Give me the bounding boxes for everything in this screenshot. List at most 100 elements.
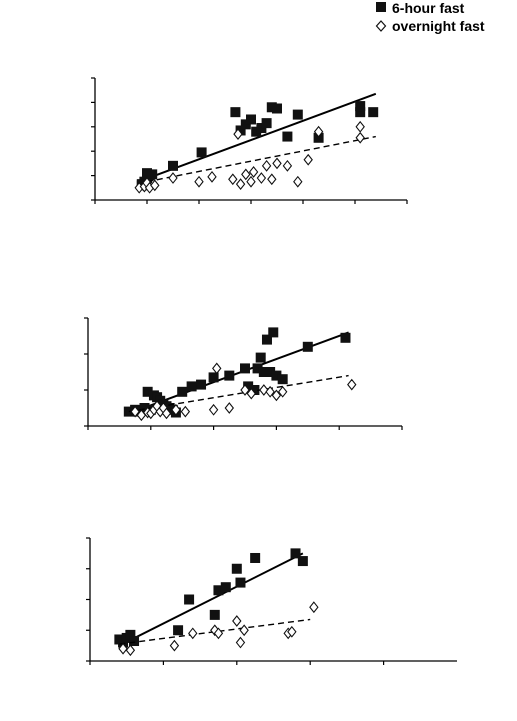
- data-point-diamond: [150, 179, 160, 192]
- data-point-square: [142, 386, 153, 397]
- data-point-square: [340, 332, 351, 343]
- trendline-solid: [118, 552, 304, 647]
- data-point-square: [129, 636, 140, 647]
- data-point-diamond: [355, 131, 365, 144]
- data-point-diamond: [213, 627, 224, 640]
- data-point-square: [147, 169, 158, 180]
- panel-kkhij: [84, 317, 403, 430]
- data-point-square: [213, 585, 224, 596]
- data-point-square: [268, 327, 279, 338]
- panel-c57bl6j: [91, 77, 408, 204]
- data-point-square: [230, 107, 241, 118]
- data-point-square: [173, 625, 184, 636]
- data-point-diamond: [224, 402, 235, 414]
- data-point-diamond: [118, 642, 128, 655]
- data-point-diamond: [248, 166, 259, 178]
- data-point-diamond: [125, 644, 136, 657]
- data-point-diamond: [169, 639, 180, 652]
- data-point-diamond: [161, 407, 172, 420]
- data-point-square: [277, 374, 288, 385]
- data-point-diamond: [228, 173, 238, 186]
- trendline-solid: [141, 92, 377, 182]
- data-point-diamond: [287, 625, 297, 638]
- data-point-diamond: [194, 175, 204, 188]
- data-point-square: [266, 102, 277, 113]
- data-point-diamond: [241, 168, 251, 181]
- data-point-diamond: [277, 385, 288, 398]
- trendline-dashed: [146, 135, 376, 183]
- data-point-square: [139, 403, 150, 413]
- data-point-square: [252, 363, 263, 374]
- data-point-square: [196, 147, 207, 158]
- series-6hour-fast: [123, 327, 351, 418]
- data-point-diamond: [259, 384, 269, 396]
- data-point-square: [265, 367, 276, 377]
- data-point-square: [168, 160, 178, 171]
- data-point-square: [271, 370, 282, 381]
- data-point-square: [302, 341, 313, 352]
- data-point-square: [231, 563, 242, 574]
- data-point-diamond: [246, 175, 256, 188]
- data-point-square: [255, 352, 266, 363]
- data-point-square: [355, 101, 366, 112]
- series-overnight-fast: [134, 120, 376, 194]
- data-point-diamond: [265, 385, 275, 398]
- data-point-square: [256, 123, 267, 134]
- legend-6hour-label: 6-hour fast: [392, 0, 465, 16]
- data-point-square: [240, 363, 250, 374]
- series-6hour-fast: [114, 548, 308, 648]
- data-point-diamond: [168, 172, 178, 184]
- trendline-dashed: [119, 618, 311, 645]
- data-point-diamond: [246, 387, 256, 400]
- data-point-diamond: [208, 403, 219, 416]
- data-point-diamond: [271, 389, 282, 402]
- legend: 6-hour fast overnight fast: [375, 0, 485, 34]
- data-point-diamond: [130, 405, 140, 418]
- data-point-square: [313, 132, 324, 143]
- data-point-square: [355, 107, 366, 118]
- legend-6hour-marker: [376, 2, 386, 12]
- data-point-square: [186, 381, 197, 392]
- data-point-diamond: [293, 175, 303, 188]
- data-point-diamond: [235, 178, 246, 191]
- data-point-diamond: [355, 120, 365, 133]
- data-point-diamond: [207, 170, 217, 183]
- data-point-square: [250, 552, 261, 563]
- data-point-diamond: [261, 159, 272, 172]
- data-point-square: [196, 379, 207, 390]
- data-point-square: [142, 168, 152, 179]
- data-point-square: [258, 367, 269, 377]
- data-point-square: [290, 548, 301, 559]
- data-point-diamond: [282, 159, 293, 172]
- data-point-square: [246, 114, 256, 125]
- data-point-diamond: [303, 153, 313, 166]
- data-point-diamond: [171, 403, 181, 416]
- data-point-diamond: [235, 636, 246, 649]
- data-point-square: [125, 629, 136, 640]
- data-point-diamond: [188, 627, 198, 640]
- data-point-square: [177, 386, 188, 397]
- data-point-diamond: [309, 601, 319, 614]
- data-point-square: [240, 119, 251, 130]
- data-point-square: [184, 594, 195, 605]
- data-point-diamond: [272, 157, 282, 170]
- trendline-dashed: [128, 374, 349, 413]
- legend-overnight-label: overnight fast: [392, 18, 485, 34]
- data-point-square: [282, 131, 293, 142]
- data-point-square: [208, 372, 219, 383]
- data-point-square: [224, 370, 235, 381]
- data-point-square: [297, 556, 308, 567]
- data-point-diamond: [313, 125, 324, 138]
- series-overnight-fast: [118, 601, 319, 657]
- data-point-square: [368, 107, 379, 118]
- data-point-square: [235, 125, 246, 136]
- panel-dba2j: [86, 537, 457, 665]
- data-point-diamond: [256, 172, 267, 184]
- data-point-square: [235, 577, 246, 588]
- data-point-square: [261, 334, 272, 345]
- data-point-diamond: [240, 384, 250, 396]
- data-point-square: [272, 103, 282, 114]
- data-point-square: [249, 385, 260, 395]
- data-point-diamond: [180, 405, 191, 418]
